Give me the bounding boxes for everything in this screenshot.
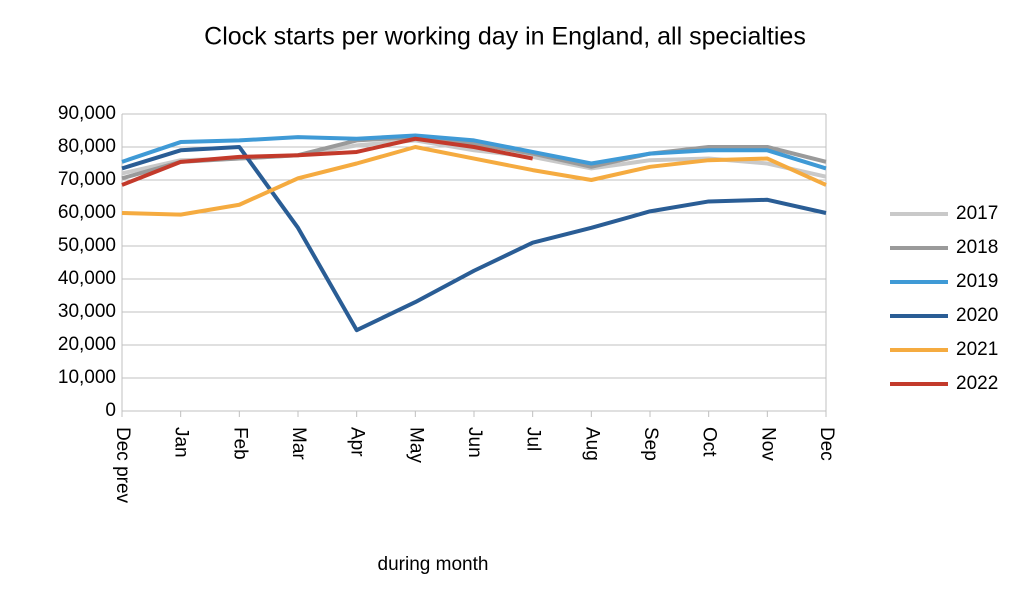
legend-label: 2021 (956, 339, 998, 360)
line-series (121, 145, 827, 333)
x-tick-label: Mar (288, 427, 309, 460)
x-axis-label: during month (378, 554, 489, 575)
y-tick-label: 0 (105, 400, 116, 421)
legend-label: 2018 (956, 237, 998, 258)
legend-label: 2017 (956, 203, 998, 224)
y-tick-label: 10,000 (58, 367, 116, 388)
legend-label: 2019 (956, 271, 998, 292)
x-tick-label: Apr (347, 427, 368, 457)
line-series (121, 136, 534, 187)
y-tick-label: 30,000 (58, 301, 116, 322)
x-tick-label: Jul (523, 427, 544, 451)
x-tick-label: Jun (464, 427, 485, 458)
x-tick-label: Aug (581, 427, 602, 461)
x-tick-label: Oct (699, 427, 720, 457)
chart-title: Clock starts per working day in England,… (204, 23, 806, 51)
line-series (121, 133, 827, 171)
y-tick-label: 60,000 (58, 202, 116, 223)
y-tick-label: 70,000 (58, 169, 116, 190)
y-tick-label: 40,000 (58, 268, 116, 289)
x-tick-label: Nov (757, 427, 778, 461)
y-tick-label: 50,000 (58, 235, 116, 256)
y-tick-label: 90,000 (58, 103, 116, 124)
line-series (121, 145, 827, 217)
legend-label: 2020 (956, 305, 998, 326)
x-tick-label: May (405, 427, 426, 463)
legend-label: 2022 (956, 373, 998, 394)
y-tick-label: 80,000 (58, 136, 116, 157)
x-tick-label: Dec prev (112, 427, 133, 504)
x-tick-label: Dec (816, 427, 837, 461)
y-tick-label: 20,000 (58, 334, 116, 355)
x-tick-label: Feb (229, 427, 250, 460)
x-tick-label: Sep (640, 427, 661, 461)
x-tick-label: Jan (171, 427, 192, 458)
